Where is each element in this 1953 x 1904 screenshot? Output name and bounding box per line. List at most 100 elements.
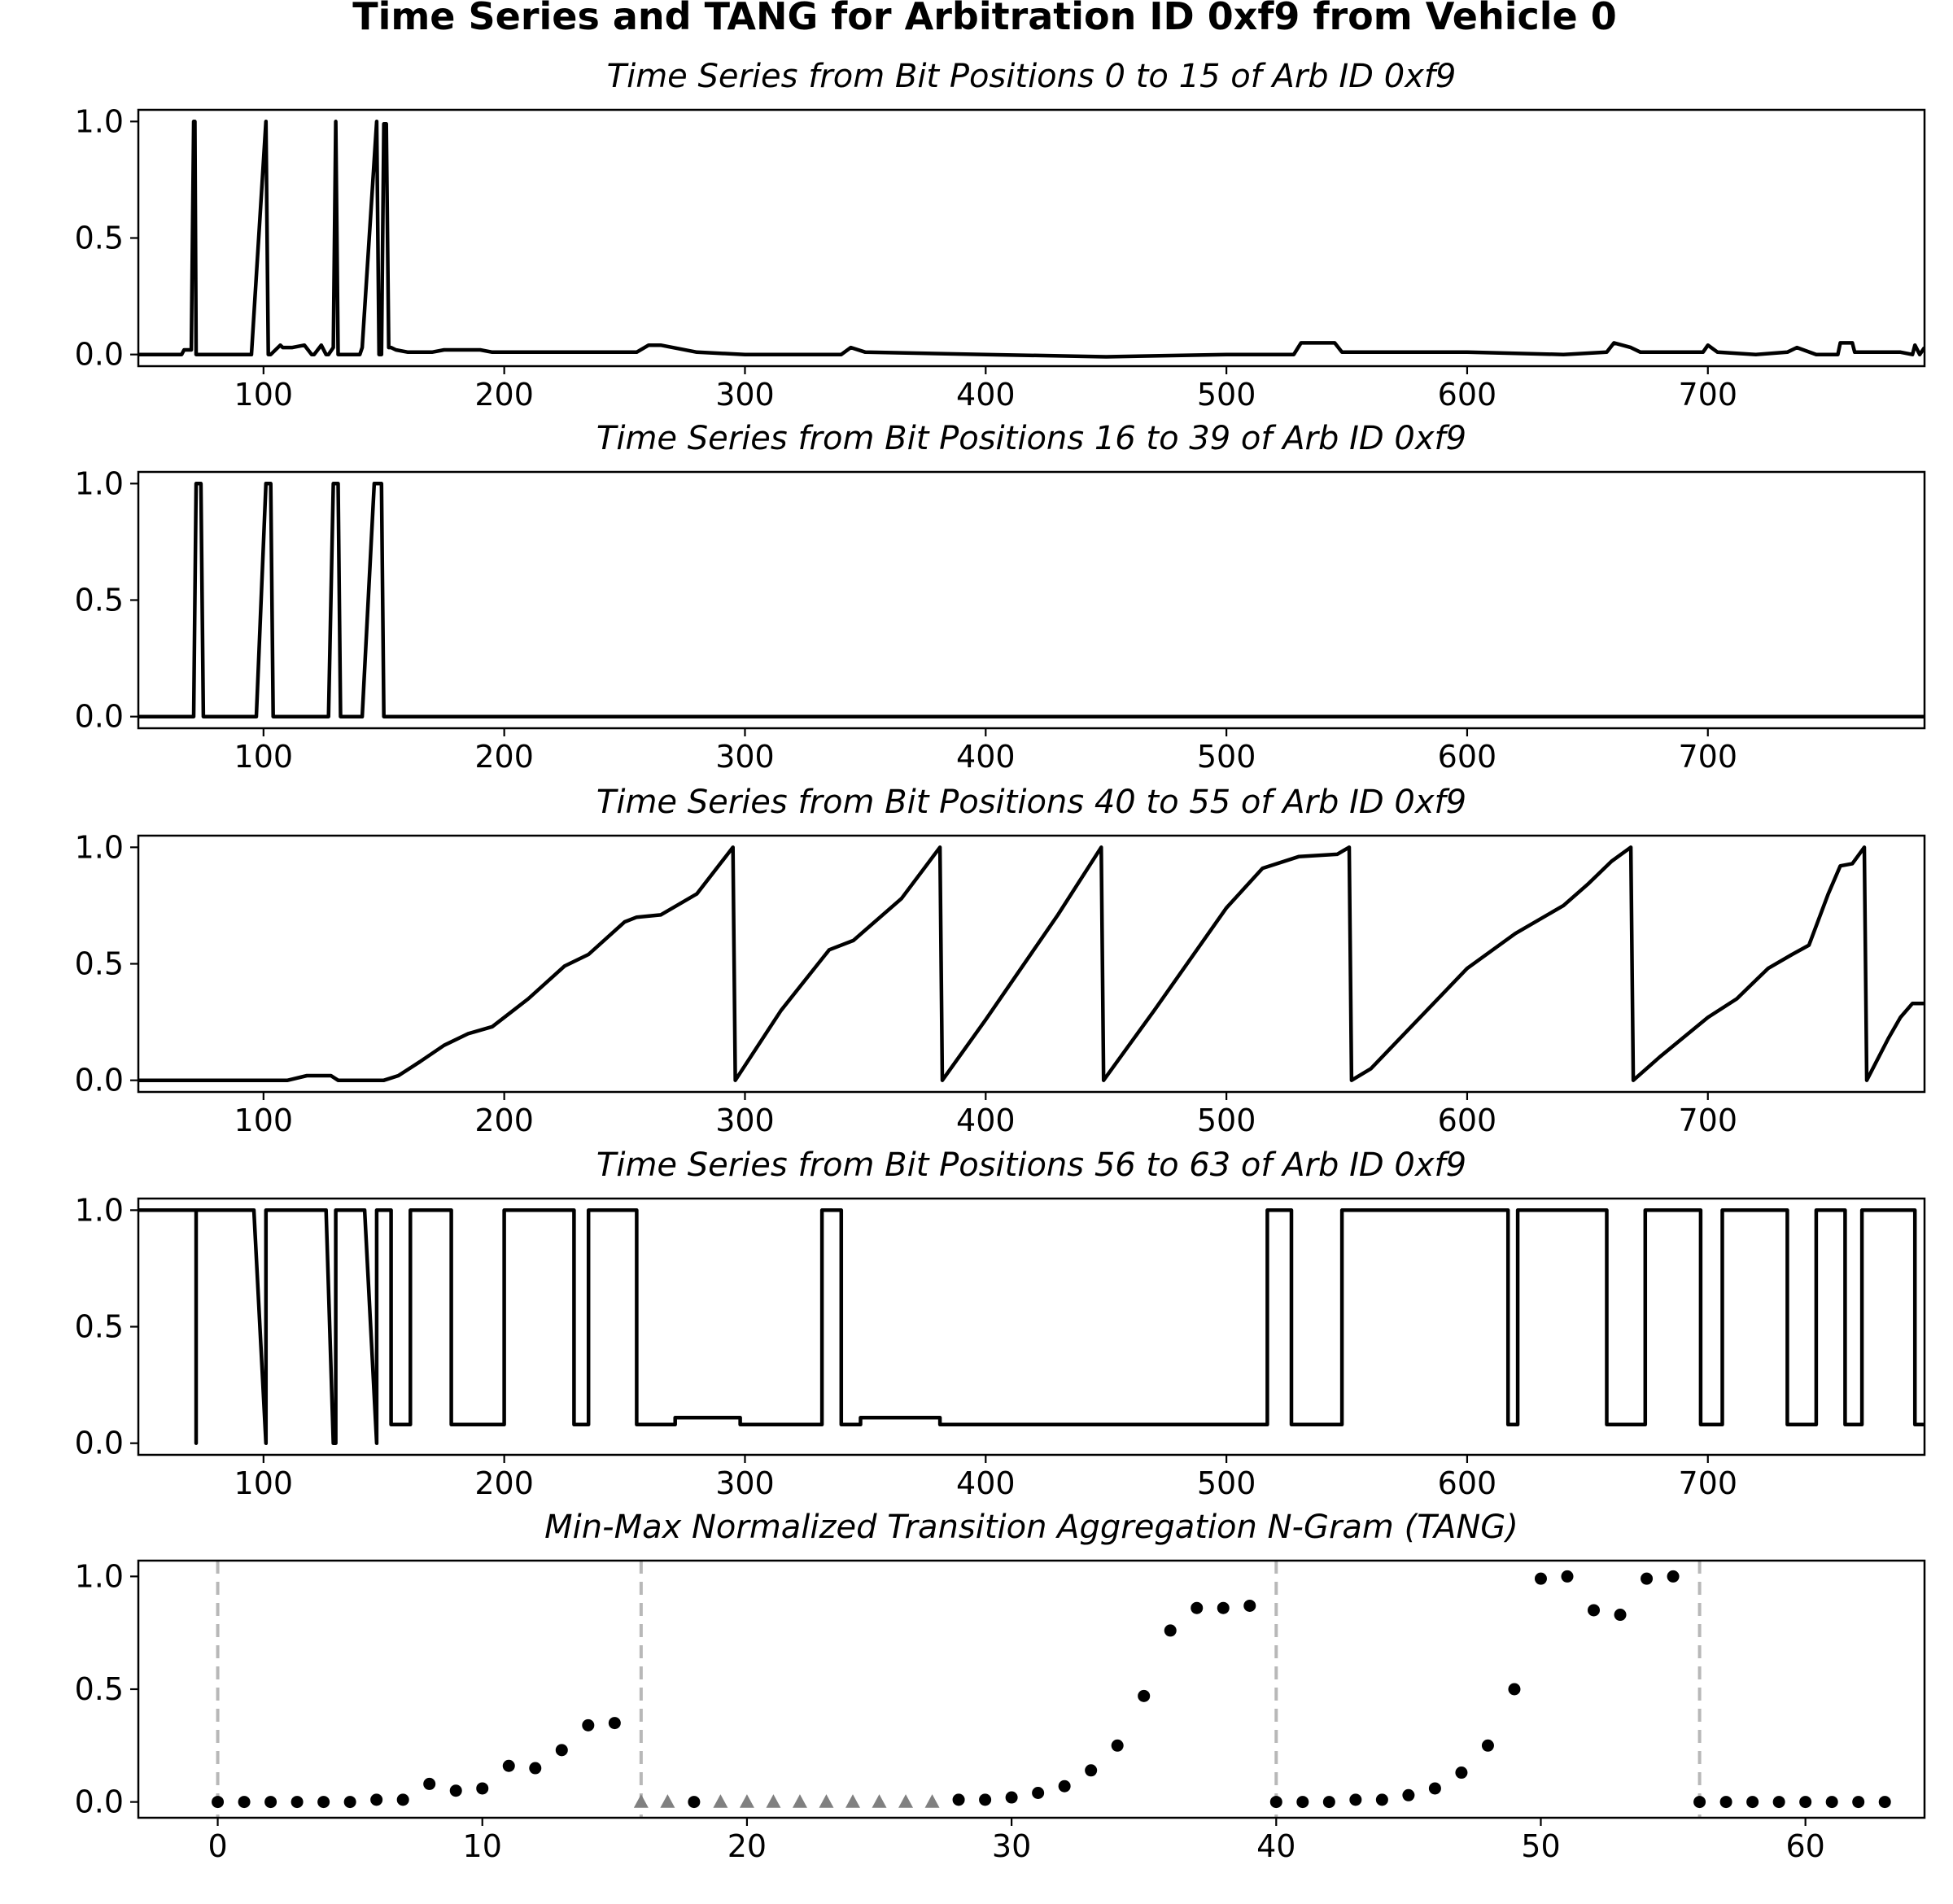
plot-area [138,482,1925,718]
x-tick-label: 300 [715,1465,775,1501]
data-point-dot [476,1782,489,1795]
data-point-dot [1164,1624,1177,1637]
data-point-dot [1111,1739,1124,1752]
x-tick-label: 400 [956,1103,1016,1138]
x-tick-label: 100 [234,1465,294,1501]
data-point-triangle [898,1794,914,1808]
data-point-dot [1269,1796,1282,1809]
x-tick-label: 500 [1197,739,1256,775]
data-point-dot [688,1796,701,1809]
data-point-dot [952,1793,965,1806]
data-point-triangle [845,1794,860,1808]
subplot-title: Time Series from Bit Positions 56 to 63 … [596,1146,1466,1184]
x-tick-label: 300 [715,739,775,775]
x-tick-label: 600 [1438,1465,1497,1501]
subplot-2: Time Series from Bit Positions 16 to 39 … [75,420,1926,775]
data-point-dot [1561,1570,1574,1583]
subplot-title: Time Series from Bit Positions 0 to 15 o… [607,58,1457,95]
data-point-dot [1243,1599,1256,1612]
data-point-dot [423,1777,436,1790]
data-point-dot [608,1717,621,1730]
data-point-triangle [924,1794,940,1808]
data-point-dot [1641,1572,1654,1585]
x-tick-label: 600 [1438,1103,1497,1138]
x-tick-label: 700 [1678,377,1737,413]
x-tick-label: 50 [1521,1828,1560,1864]
data-point-dot [1349,1793,1362,1806]
y-tick-label: 0.0 [75,699,124,735]
x-tick-label: 10 [463,1828,502,1864]
data-point-dot [1191,1601,1204,1614]
data-point-dot [1772,1796,1785,1809]
data-point-dot [582,1718,595,1732]
data-point-triangle [713,1794,728,1808]
data-point-dot [291,1796,304,1809]
y-tick-label: 1.0 [75,465,124,501]
x-tick-label: 700 [1678,1465,1737,1501]
x-tick-label: 600 [1438,377,1497,413]
data-point-dot [264,1796,277,1809]
data-point-dot [1138,1689,1151,1702]
subplot-1: Time Series from Bit Positions 0 to 15 o… [75,58,1926,413]
x-tick-label: 40 [1256,1828,1295,1864]
data-point-dot [1455,1766,1468,1780]
x-tick-label: 400 [956,1465,1016,1501]
plot-area [138,120,1925,359]
data-point-dot [529,1762,542,1775]
x-tick-label: 300 [715,377,775,413]
x-tick-label: 200 [474,1103,534,1138]
data-point-dot [1878,1796,1891,1809]
y-tick-label: 1.0 [75,1558,124,1594]
data-point-triangle [660,1794,675,1808]
axes-frame [137,1559,1926,1819]
plot-area [212,1561,1891,1818]
data-point-dot [1799,1796,1812,1809]
y-tick-label: 0.0 [75,1784,124,1820]
x-tick-label: 0 [208,1828,227,1864]
x-tick-label: 60 [1785,1828,1824,1864]
axes-frame [137,1197,1926,1456]
y-tick-label: 0.5 [75,1309,124,1345]
x-tick-label: 20 [727,1828,767,1864]
data-point-dot [1667,1570,1680,1583]
data-point-dot [449,1784,462,1797]
x-tick-label: 100 [234,1103,294,1138]
y-tick-label: 1.0 [75,1192,124,1228]
data-point-dot [1428,1782,1441,1795]
x-tick-label: 500 [1197,1465,1256,1501]
x-tick-label: 100 [234,739,294,775]
data-point-dot [1322,1796,1335,1809]
data-point-dot [1375,1793,1388,1806]
x-tick-label: 30 [992,1828,1031,1864]
data-point-triangle [819,1794,834,1808]
data-point-dot [1719,1796,1732,1809]
x-tick-label: 700 [1678,739,1737,775]
x-tick-label: 100 [234,377,294,413]
y-tick-label: 0.0 [75,1426,124,1461]
data-point-triangle [633,1794,649,1808]
data-point-dot [1588,1604,1601,1617]
y-tick-label: 0.5 [75,221,124,256]
data-point-dot [1508,1683,1521,1696]
plot-area [138,845,1925,1082]
data-point-dot [370,1793,383,1806]
data-point-dot [1852,1796,1865,1809]
x-tick-label: 500 [1197,377,1256,413]
series-line [138,845,1925,1082]
data-point-dot [1296,1796,1309,1809]
y-tick-label: 1.0 [75,829,124,865]
x-tick-label: 600 [1438,739,1497,775]
data-point-dot [1032,1787,1045,1800]
data-point-dot [396,1793,409,1806]
x-tick-label: 200 [474,1465,534,1501]
data-point-dot [1402,1788,1415,1801]
data-point-triangle [766,1794,781,1808]
data-point-dot [555,1744,568,1757]
series-line [138,120,1925,359]
series-line [138,1208,1925,1445]
axes-frame [137,834,1926,1094]
y-tick-label: 0.0 [75,337,124,373]
data-point-dot [1693,1796,1706,1809]
x-tick-label: 700 [1678,1103,1737,1138]
